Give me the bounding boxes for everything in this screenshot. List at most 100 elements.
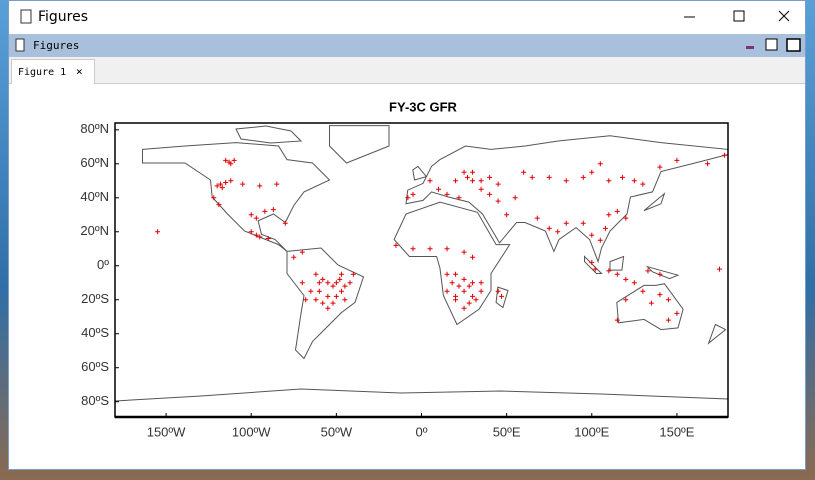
fire-point [265, 236, 271, 242]
fire-point [223, 157, 229, 163]
fire-point [333, 280, 339, 286]
window: Figures Figures Figure 1 × FY-3C GFR 80º… [8, 0, 806, 470]
fire-point [580, 174, 586, 180]
fire-point [464, 174, 470, 180]
x-tick-label: 150ºE [659, 424, 694, 439]
fire-point [330, 300, 336, 306]
x-tick-label: 0º [416, 424, 428, 439]
fire-point [453, 297, 459, 303]
minimize-icon[interactable] [746, 46, 754, 49]
fire-point [456, 195, 462, 201]
fire-point [228, 178, 234, 184]
tab-close[interactable]: × [76, 65, 83, 78]
fire-point [487, 191, 493, 197]
fire-point [262, 208, 268, 214]
fire-point [453, 178, 459, 184]
madagascar [495, 286, 509, 309]
y-tick-label: 0º [97, 257, 109, 272]
fire-point [303, 297, 309, 303]
fire-point [342, 297, 348, 303]
antarctica [114, 388, 729, 418]
fire-point [338, 271, 344, 277]
fire-point [614, 271, 620, 277]
fire-point [614, 208, 620, 214]
fire-point [223, 179, 229, 185]
fire-point [427, 246, 433, 252]
fire-point [211, 195, 217, 201]
borneo [609, 255, 625, 271]
fire-point [614, 317, 620, 323]
fire-point [512, 195, 518, 201]
fire-point [657, 292, 663, 298]
undock-icon[interactable] [765, 38, 778, 51]
fire-point [657, 164, 663, 170]
fire-point [495, 288, 501, 294]
y-tick-label: 60ºS [81, 359, 109, 374]
figure: FY-3C GFR 80ºN 60ºN 40ºN 20ºN 0º 20ºS 40ºS 60ºS… [80, 99, 729, 439]
britain [412, 165, 428, 181]
tab[interactable]: Figure 1 × [11, 59, 95, 84]
fire-point [495, 181, 501, 187]
toolbar: Figures [9, 34, 805, 57]
chart-title: FY-3C GFR [389, 99, 458, 114]
fire-point [461, 305, 467, 311]
fire-point [347, 280, 353, 286]
fire-point [674, 310, 680, 316]
fire-point [592, 266, 598, 272]
fire-point [529, 174, 535, 180]
fire-point [716, 266, 722, 272]
title-bar: Figures [9, 1, 805, 33]
y-tick-label: 20ºS [81, 291, 109, 306]
fire-point [665, 297, 671, 303]
south-america [286, 247, 365, 360]
fire-point [461, 288, 467, 294]
fire-point [291, 254, 297, 260]
fire-point [308, 288, 314, 294]
fire-point [606, 268, 612, 274]
maximize-icon[interactable] [786, 38, 801, 52]
fire-point [444, 191, 450, 197]
fire-point [521, 169, 527, 175]
fire-point [316, 280, 322, 286]
fire-point [405, 195, 411, 201]
fire-point [214, 183, 220, 189]
fire-point [240, 181, 246, 187]
fire-point [478, 288, 484, 294]
title-icons [20, 9, 790, 24]
fire-point [619, 174, 625, 180]
fire-point [325, 280, 331, 286]
fire-point [436, 186, 442, 192]
fire-point [253, 215, 259, 221]
fire-point [444, 288, 450, 294]
fire-point [393, 242, 399, 248]
fire-point [466, 283, 472, 289]
fire-point [487, 174, 493, 180]
africa [393, 201, 511, 326]
fire-point [563, 178, 569, 184]
figure-icon [15, 38, 25, 52]
fire-point [333, 293, 339, 299]
fire-point [444, 246, 450, 252]
fire-point [299, 280, 305, 286]
fire-point [470, 254, 476, 260]
fire-point [640, 181, 646, 187]
fire-point [350, 271, 356, 277]
fire-point [226, 159, 232, 165]
fire-point [478, 280, 484, 286]
close-button[interactable] [778, 10, 790, 22]
fire-point [257, 234, 263, 240]
fire-point [597, 237, 603, 243]
fire-point [449, 280, 455, 286]
fire-point [648, 300, 654, 306]
x-tick-label: 50ºW [321, 424, 353, 439]
fire-point [461, 249, 467, 255]
fire-point [623, 276, 629, 282]
fire-point [602, 225, 608, 231]
fire-point [623, 297, 629, 303]
maximize-button[interactable] [733, 10, 745, 22]
fire-point [456, 283, 462, 289]
fire-point [320, 276, 326, 282]
plot: FY-3C GFR 80ºN 60ºN 40ºN 20ºN 0º 20ºS 40ºS 60ºS… [80, 99, 729, 439]
fire-point [453, 271, 459, 277]
